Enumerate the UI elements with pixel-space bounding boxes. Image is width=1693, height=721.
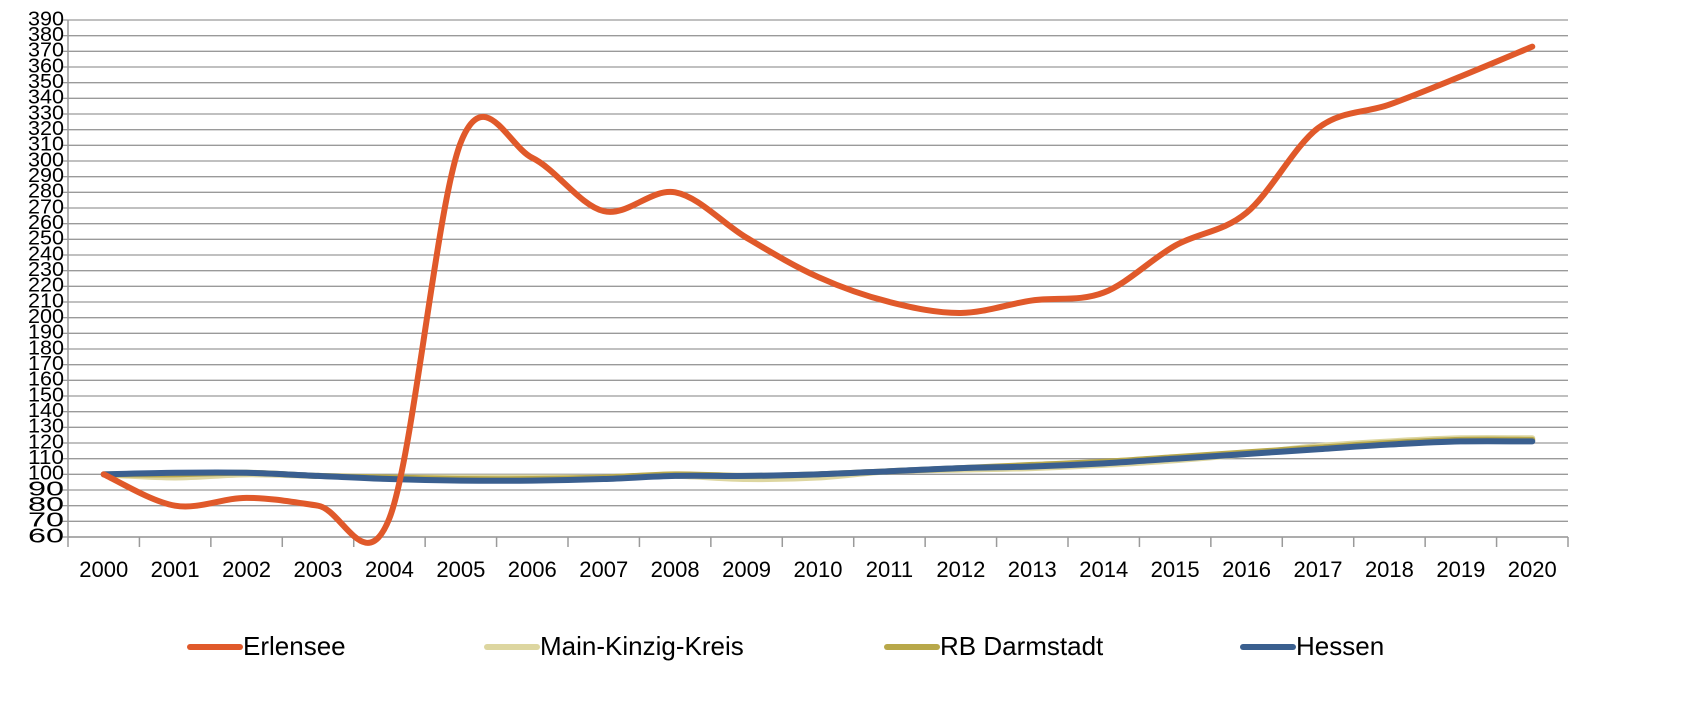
y-tick-label: 370 xyxy=(28,40,64,62)
x-tick-label: 2005 xyxy=(436,557,485,582)
series-line xyxy=(100,438,1536,484)
legend-label: RB Darmstadt xyxy=(940,631,1104,661)
x-tick-label: 2000 xyxy=(79,557,128,582)
y-tick-label: 300 xyxy=(28,149,64,171)
x-tick-label: 2013 xyxy=(1008,557,1057,582)
y-tick-label: 200 xyxy=(28,306,64,328)
y-tick-label: 160 xyxy=(28,369,64,391)
y-tick-label: 270 xyxy=(28,196,64,218)
x-tick-label: 2006 xyxy=(508,557,557,582)
x-tick-label: 2018 xyxy=(1365,557,1414,582)
x-tick-label: 2010 xyxy=(794,557,843,582)
x-tick-label: 2004 xyxy=(365,557,414,582)
y-tick-label: 60 xyxy=(28,525,64,547)
y-tick-label: 320 xyxy=(28,118,64,140)
y-tick-label: 310 xyxy=(28,134,64,156)
x-tick-label: 2011 xyxy=(866,557,913,582)
y-tick-label: 360 xyxy=(28,55,64,77)
y-tick-label: 290 xyxy=(28,165,64,187)
x-tick-label: 2001 xyxy=(151,557,200,582)
y-tick-label: 100 xyxy=(28,463,64,485)
y-tick-label: 150 xyxy=(28,384,64,406)
y-tick-label: 280 xyxy=(28,181,64,203)
y-tick-label: 170 xyxy=(28,353,64,375)
legend-label: Hessen xyxy=(1296,631,1384,661)
y-tick-label: 260 xyxy=(28,212,64,234)
x-tick-label: 2012 xyxy=(936,557,985,582)
x-tick-label: 2020 xyxy=(1508,557,1557,582)
y-tick-label: 240 xyxy=(28,243,64,265)
y-tick-label: 70 xyxy=(28,510,64,532)
y-tick-label: 120 xyxy=(28,431,64,453)
y-tick-label: 110 xyxy=(28,447,64,469)
y-tick-label: 210 xyxy=(28,290,64,312)
x-tick-label: 2009 xyxy=(722,557,771,582)
legend-label: Erlensee xyxy=(243,631,346,661)
x-tick-label: 2015 xyxy=(1151,557,1200,582)
x-tick-label: 2008 xyxy=(651,557,700,582)
y-tick-label: 190 xyxy=(28,322,64,344)
y-tick-label: 220 xyxy=(28,275,64,297)
y-tick-label: 250 xyxy=(28,228,64,250)
x-tick-label: 2016 xyxy=(1222,557,1271,582)
y-tick-label: 90 xyxy=(28,478,64,500)
x-tick-label: 2003 xyxy=(294,557,343,582)
y-tick-label: 350 xyxy=(28,71,64,93)
x-tick-label: 2007 xyxy=(579,557,628,582)
y-tick-label: 380 xyxy=(28,24,64,46)
x-tick-label: 2019 xyxy=(1436,557,1485,582)
y-tick-label: 330 xyxy=(28,102,64,124)
legend-label: Main-Kinzig-Kreis xyxy=(540,631,744,661)
x-tick-label: 2017 xyxy=(1294,557,1343,582)
y-tick-label: 140 xyxy=(28,400,64,422)
y-tick-label: 130 xyxy=(28,416,64,438)
x-tick-label: 2014 xyxy=(1079,557,1128,582)
y-tick-label: 390 xyxy=(28,8,64,30)
y-tick-label: 230 xyxy=(28,259,64,281)
y-tick-label: 180 xyxy=(28,337,64,359)
x-tick-label: 2002 xyxy=(222,557,271,582)
y-tick-label: 340 xyxy=(28,87,64,109)
y-tick-label: 80 xyxy=(28,494,64,516)
series-line xyxy=(100,43,1536,546)
